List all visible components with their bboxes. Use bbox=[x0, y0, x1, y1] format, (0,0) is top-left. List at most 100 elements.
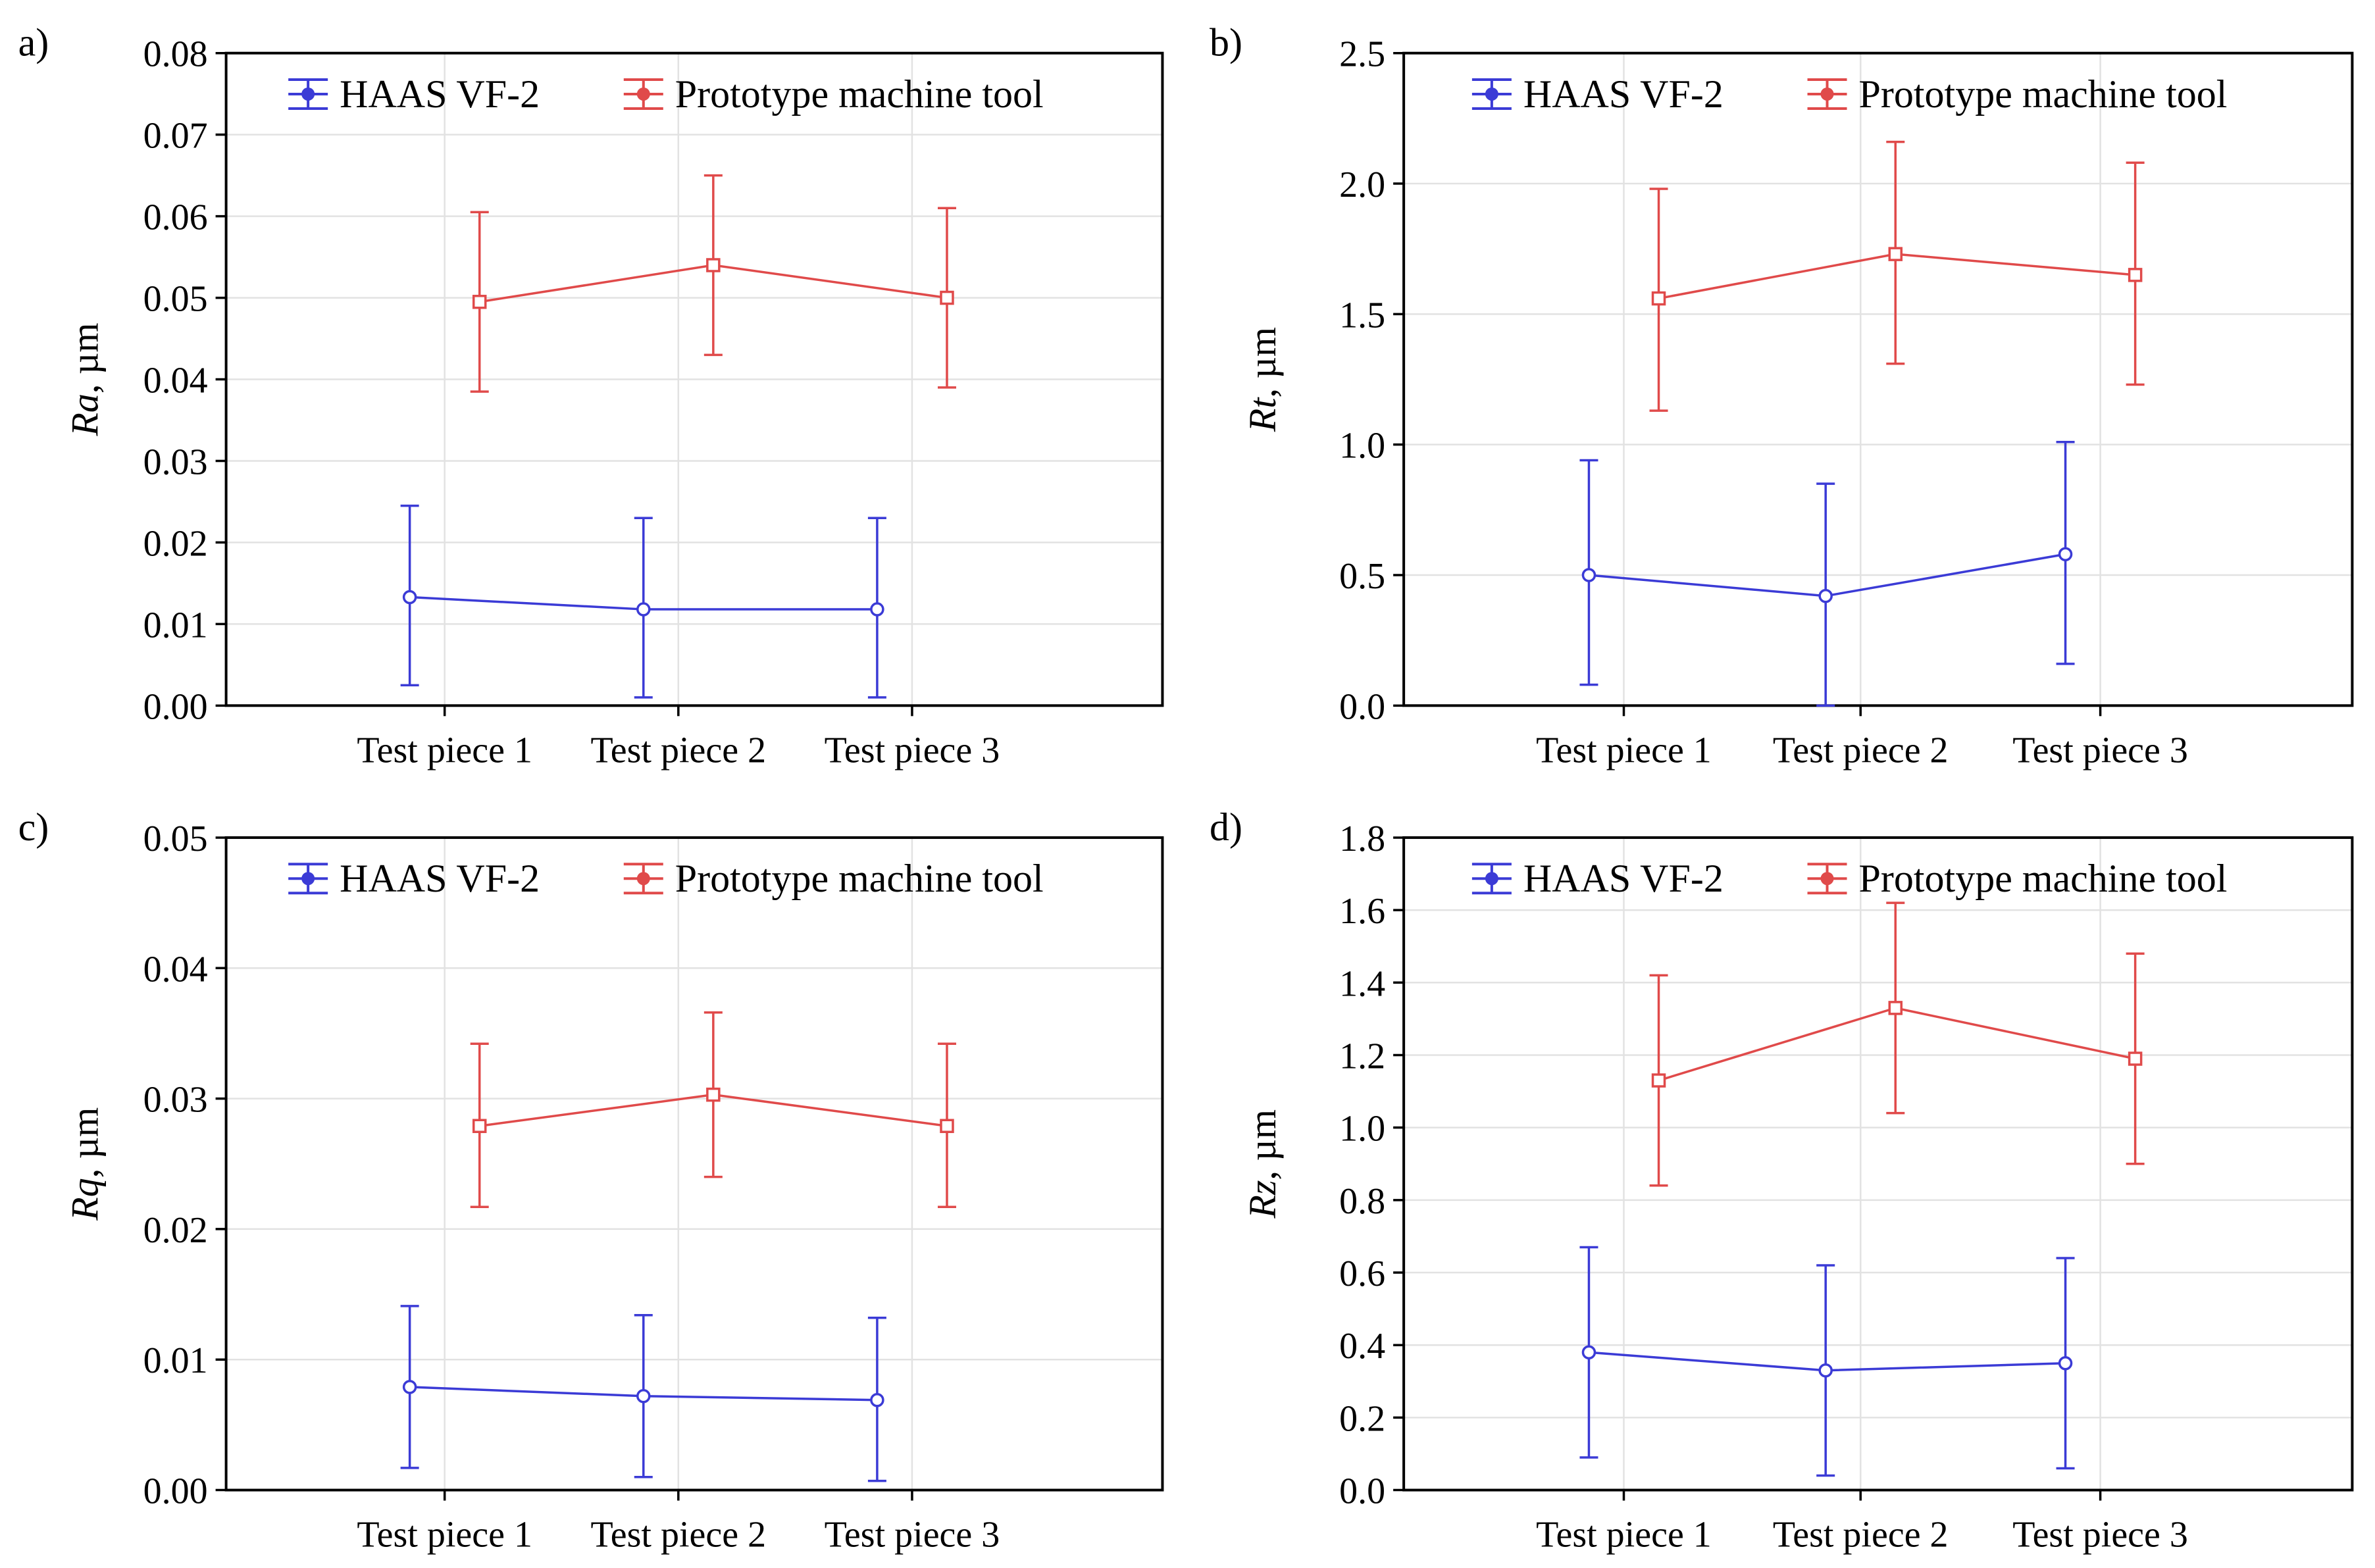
panel-letter: c) bbox=[18, 805, 49, 849]
y-tick-label: 0.00 bbox=[143, 1471, 208, 1512]
y-axis-symbol: Rq bbox=[64, 1178, 107, 1221]
y-tick-label: 1.6 bbox=[1339, 891, 1385, 932]
legend-marker-icon-circle bbox=[288, 863, 328, 895]
y-tick-label: 0.4 bbox=[1339, 1326, 1385, 1367]
series-haas bbox=[400, 504, 886, 699]
y-tick-label: 0.0 bbox=[1339, 1471, 1385, 1512]
legend-item-haas: HAAS VF-2 bbox=[288, 857, 540, 900]
data-point bbox=[1888, 1001, 1903, 1015]
legend: HAAS VF-2 Prototype machine tool bbox=[288, 857, 1044, 900]
chart-panel-2: b) 0.0 0.5 1.0 1.5 2.0 2.5 Test piece 1 Test pie… bbox=[1210, 21, 2354, 771]
data-point bbox=[1818, 588, 1833, 603]
series-haas bbox=[1579, 440, 2075, 707]
y-tick-label: 0.00 bbox=[143, 686, 208, 727]
y-axis-symbol: Rz bbox=[1241, 1180, 1284, 1219]
y-tick-label: 0.05 bbox=[143, 279, 208, 320]
y-axis-symbol: Rt bbox=[1241, 397, 1284, 432]
series-prototype bbox=[1649, 901, 2145, 1187]
y-tick-label: 0.8 bbox=[1339, 1181, 1385, 1222]
data-point bbox=[402, 1380, 417, 1394]
y-axis-symbol: Ra bbox=[64, 393, 107, 436]
chart-panel-1: a) 0.00 0.01 0.02 0.03 0.04 0.05 0.06 0.07 0.08 Te… bbox=[18, 21, 1164, 771]
x-tick-label: Test piece 2 bbox=[590, 1515, 766, 1555]
x-tick-label: Test piece 2 bbox=[590, 730, 766, 771]
legend-label: Prototype machine tool bbox=[1859, 857, 2228, 900]
legend-label: HAAS VF-2 bbox=[340, 857, 540, 900]
data-point bbox=[706, 1087, 721, 1102]
series-haas bbox=[400, 1305, 886, 1482]
y-axis-unit: , µm bbox=[1241, 327, 1284, 398]
y-axis-title: Rt, µm bbox=[1241, 327, 1284, 432]
y-axis-title: Ra, µm bbox=[64, 323, 107, 437]
data-point bbox=[2128, 1051, 2143, 1066]
plot-frame bbox=[1402, 836, 2354, 1492]
x-tick-label: Test piece 3 bbox=[825, 730, 1000, 771]
x-tick-label: Test piece 2 bbox=[1773, 730, 1949, 771]
data-point bbox=[1651, 291, 1666, 306]
y-tick-label: 0.04 bbox=[143, 949, 208, 990]
legend-dot bbox=[301, 872, 315, 886]
data-point bbox=[940, 1119, 954, 1133]
data-point bbox=[402, 590, 417, 605]
y-axis-title: Rq, µm bbox=[64, 1107, 107, 1221]
y-tick-label: 1.8 bbox=[1339, 819, 1385, 859]
series-prototype bbox=[470, 174, 956, 393]
legend-item-prototype: Prototype machine tool bbox=[1807, 72, 2228, 116]
series-prototype bbox=[1649, 140, 2145, 412]
y-tick-label: 1.0 bbox=[1339, 426, 1385, 467]
legend-item-prototype: Prototype machine tool bbox=[623, 857, 1044, 900]
legend-label: Prototype machine tool bbox=[675, 857, 1044, 900]
chart-panel-4: d) 0.0 0.2 0.4 0.6 0.8 1.0 1.2 1.4 1.6 1.8 Test pie… bbox=[1210, 805, 2354, 1555]
data-point bbox=[636, 1389, 651, 1404]
x-tick-label: Test piece 3 bbox=[2012, 1515, 2188, 1555]
y-tick-label: 0.05 bbox=[143, 819, 208, 859]
legend-marker-icon-circle bbox=[1471, 863, 1512, 895]
data-point bbox=[472, 1119, 487, 1133]
x-tick-label: Test piece 1 bbox=[1536, 730, 1712, 771]
legend-dot bbox=[1820, 87, 1834, 101]
y-axis-unit: , µm bbox=[64, 1107, 107, 1178]
y-tick-label: 2.0 bbox=[1339, 164, 1385, 205]
y-tick-label: 1.5 bbox=[1339, 295, 1385, 336]
data-point bbox=[706, 258, 721, 272]
legend: HAAS VF-2 Prototype machine tool bbox=[1471, 72, 2228, 116]
legend-label: HAAS VF-2 bbox=[1523, 72, 1724, 116]
legend-label: Prototype machine tool bbox=[1859, 72, 2228, 116]
legend-item-prototype: Prototype machine tool bbox=[623, 72, 1044, 116]
x-tick-label: Test piece 1 bbox=[357, 1515, 532, 1555]
legend-item-prototype: Prototype machine tool bbox=[1807, 857, 2228, 900]
series-prototype bbox=[470, 1011, 956, 1208]
y-tick-label: 0.02 bbox=[143, 1210, 208, 1251]
y-tick-label: 2.5 bbox=[1339, 34, 1385, 75]
y-tick-label: 0.07 bbox=[143, 116, 208, 157]
x-tick-label: Test piece 1 bbox=[1536, 1515, 1712, 1555]
plot-frame bbox=[1402, 51, 2354, 707]
y-tick-label: 0.04 bbox=[143, 361, 208, 401]
y-tick-label: 0.01 bbox=[143, 1340, 208, 1381]
legend-dot bbox=[301, 87, 315, 101]
data-point bbox=[1818, 1363, 1833, 1378]
x-tick-label: Test piece 1 bbox=[357, 730, 532, 771]
y-axis-unit: , µm bbox=[1241, 1109, 1284, 1180]
legend-marker-icon-circle bbox=[288, 78, 328, 110]
legend-item-haas: HAAS VF-2 bbox=[1471, 857, 1724, 900]
data-point bbox=[870, 602, 884, 617]
legend-marker-icon-circle bbox=[1471, 78, 1512, 110]
legend-marker-icon-square bbox=[623, 78, 663, 110]
y-tick-label: 0.06 bbox=[143, 197, 208, 238]
panel-letter: a) bbox=[18, 21, 49, 64]
legend-dot bbox=[636, 87, 650, 101]
legend-dot bbox=[1820, 872, 1834, 886]
data-point bbox=[1581, 568, 1596, 582]
panel-letter: b) bbox=[1210, 21, 1242, 64]
data-point bbox=[1651, 1073, 1666, 1088]
legend-marker-icon-square bbox=[1807, 863, 1847, 895]
y-tick-label: 0.6 bbox=[1339, 1253, 1385, 1294]
data-point bbox=[472, 295, 487, 309]
legend-item-haas: HAAS VF-2 bbox=[1471, 72, 1724, 116]
y-tick-label: 0.03 bbox=[143, 1080, 208, 1121]
y-tick-label: 0.0 bbox=[1339, 686, 1385, 727]
x-tick-label: Test piece 2 bbox=[1773, 1515, 1949, 1555]
data-point bbox=[940, 290, 954, 305]
